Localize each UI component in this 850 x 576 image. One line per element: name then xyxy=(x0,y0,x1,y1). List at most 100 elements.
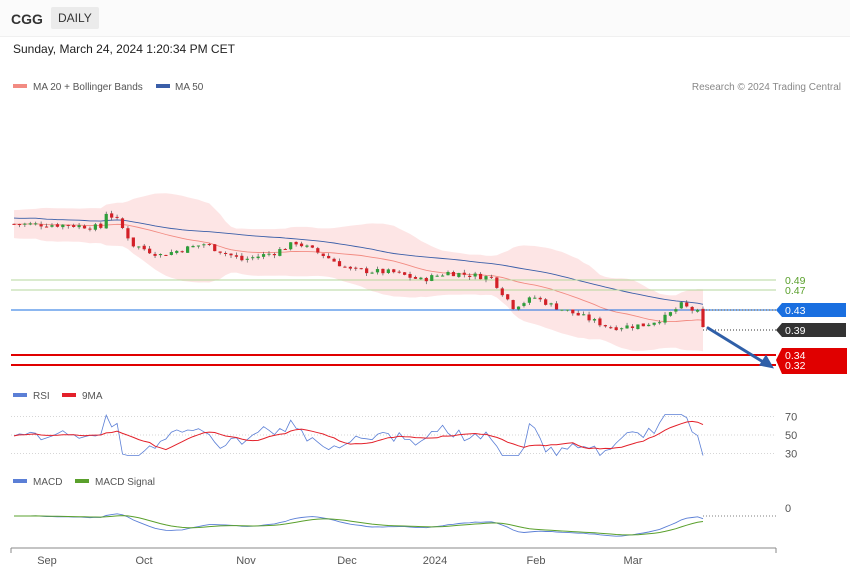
period-button[interactable]: DAILY xyxy=(51,7,99,29)
candle xyxy=(142,243,146,251)
candle xyxy=(39,221,43,230)
candle-body xyxy=(663,314,667,323)
candle-body xyxy=(55,224,60,227)
candle xyxy=(164,254,168,256)
x-tick-label: Oct xyxy=(135,555,152,567)
candle-body xyxy=(440,275,445,277)
candle-body xyxy=(489,276,494,278)
candle-body xyxy=(191,246,195,248)
candle xyxy=(158,253,163,258)
candle xyxy=(72,223,76,228)
candle xyxy=(44,223,49,228)
candle-body xyxy=(468,275,472,277)
candle xyxy=(305,244,309,249)
candle-body xyxy=(473,273,477,277)
candle xyxy=(468,273,472,280)
candle xyxy=(554,301,559,310)
candle-body xyxy=(28,223,32,225)
candle xyxy=(657,320,662,325)
candle-body xyxy=(137,246,141,248)
candle-body xyxy=(88,228,92,230)
candle-body xyxy=(462,272,466,275)
candle-body xyxy=(207,244,211,246)
candle xyxy=(223,251,228,257)
candle xyxy=(99,222,103,230)
candle xyxy=(506,294,510,301)
candle-body xyxy=(77,225,81,228)
candle xyxy=(587,311,591,323)
candle xyxy=(392,268,396,274)
candle-body xyxy=(110,213,114,218)
candle xyxy=(674,307,678,314)
candle-body xyxy=(61,224,65,228)
candle-body xyxy=(701,308,705,328)
candle-body xyxy=(538,297,542,300)
candle xyxy=(527,296,531,306)
candle xyxy=(386,268,390,275)
macd-panel: 0 xyxy=(13,503,791,537)
candle xyxy=(327,253,331,259)
candle xyxy=(115,214,119,220)
candle xyxy=(23,222,27,227)
candle xyxy=(473,271,477,280)
rsi-9ma-legend-label: 9MA xyxy=(82,391,103,402)
macd-legend: MACD MACD Signal xyxy=(13,477,155,488)
candle xyxy=(679,301,683,309)
macd-signal-legend-swatch xyxy=(75,479,89,483)
candle-body xyxy=(560,309,564,311)
candle-body xyxy=(587,314,591,321)
candle-body xyxy=(131,237,135,247)
credit-text: Research © 2024 Trading Central xyxy=(692,82,841,93)
rsi-9ma-line xyxy=(13,420,704,451)
candle-body xyxy=(316,248,320,253)
x-tick-label: Sep xyxy=(37,555,57,567)
candle-body xyxy=(598,318,602,326)
candle-body xyxy=(641,323,645,327)
ma50-line xyxy=(13,217,704,305)
candle xyxy=(28,221,32,226)
candle xyxy=(337,258,342,267)
candle-body xyxy=(245,258,249,260)
candle xyxy=(478,272,483,280)
candle xyxy=(267,251,271,257)
candle xyxy=(565,309,569,312)
candle xyxy=(408,271,412,281)
candle xyxy=(66,224,70,229)
candle-body xyxy=(327,255,331,259)
candle-body xyxy=(223,252,228,254)
candle xyxy=(451,270,456,277)
candle-body xyxy=(511,300,515,310)
rsi-legend: RSI 9MA xyxy=(13,391,103,402)
ma50-legend-label: MA 50 xyxy=(175,82,204,93)
candle-body xyxy=(142,245,146,250)
candle xyxy=(440,273,445,277)
candle-body xyxy=(636,324,640,330)
ma20-legend-swatch xyxy=(13,84,27,88)
resistance-label: 0.49 xyxy=(785,275,806,287)
candle-body xyxy=(609,327,613,329)
main-legend: MA 20 + Bollinger Bands MA 50 xyxy=(13,82,204,93)
candle-body xyxy=(592,319,597,321)
candle xyxy=(690,306,694,314)
macd-legend-swatch xyxy=(13,479,27,483)
candle-body xyxy=(234,255,239,257)
candle xyxy=(625,322,629,329)
candle-body xyxy=(126,228,130,239)
candle-body xyxy=(571,309,575,314)
candle-body xyxy=(397,271,401,273)
candle-body xyxy=(343,266,347,268)
candle xyxy=(516,306,521,311)
candle-body xyxy=(457,273,461,277)
candle xyxy=(630,324,635,331)
candle-body xyxy=(261,254,266,257)
candle-body xyxy=(299,243,304,247)
candle-body xyxy=(430,275,434,281)
pivot-tag-label: 0.43 xyxy=(785,305,806,317)
candle xyxy=(272,252,277,259)
candle-body xyxy=(267,253,271,255)
candle-body xyxy=(625,325,629,329)
candle-body xyxy=(278,249,282,256)
candle-body xyxy=(202,244,206,246)
candle-body xyxy=(310,245,314,248)
candle xyxy=(381,268,385,276)
